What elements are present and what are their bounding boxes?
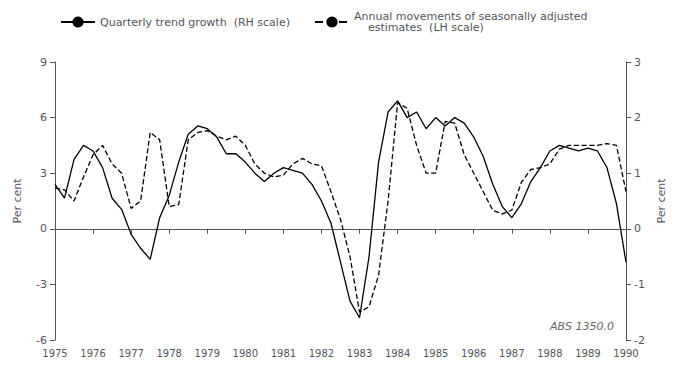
svg-text:0: 0 [634,222,641,235]
svg-text:3: 3 [40,167,47,180]
svg-text:-1: -1 [634,278,645,291]
svg-text:-6: -6 [36,334,47,347]
svg-text:1: 1 [634,167,641,180]
svg-text:-2: -2 [634,334,645,347]
svg-text:Per cent: Per cent [655,178,668,224]
svg-text:1975: 1975 [42,348,67,359]
svg-text:6: 6 [40,111,47,124]
svg-text:1990: 1990 [613,348,638,359]
svg-text:-3: -3 [36,278,47,291]
svg-text:1989: 1989 [575,348,600,359]
svg-text:1978: 1978 [156,348,181,359]
svg-text:0: 0 [40,222,47,235]
svg-text:estimates (LH scale): estimates (LH scale) [354,21,484,34]
svg-text:ABS 1350.0: ABS 1350.0 [549,320,614,333]
svg-text:1981: 1981 [271,348,296,359]
svg-text:1987: 1987 [499,348,524,359]
svg-text:1982: 1982 [309,348,334,359]
svg-text:Per cent: Per cent [11,178,24,224]
svg-text:1976: 1976 [80,348,105,359]
svg-text:1983: 1983 [347,348,372,359]
svg-text:1985: 1985 [423,348,448,359]
svg-text:1977: 1977 [118,348,143,359]
svg-text:1980: 1980 [233,348,258,359]
svg-text:Quarterly trend growth (RH sc: Quarterly trend growth (RH scale) [100,16,290,29]
svg-text:1979: 1979 [195,348,220,359]
svg-text:1988: 1988 [537,348,562,359]
svg-text:9: 9 [40,56,47,69]
svg-text:1984: 1984 [385,348,410,359]
svg-text:Annual movements of seasonally: Annual movements of seasonally adjusted [354,10,588,23]
svg-text:1986: 1986 [461,348,486,359]
svg-text:2: 2 [634,111,641,124]
svg-text:3: 3 [634,56,641,69]
